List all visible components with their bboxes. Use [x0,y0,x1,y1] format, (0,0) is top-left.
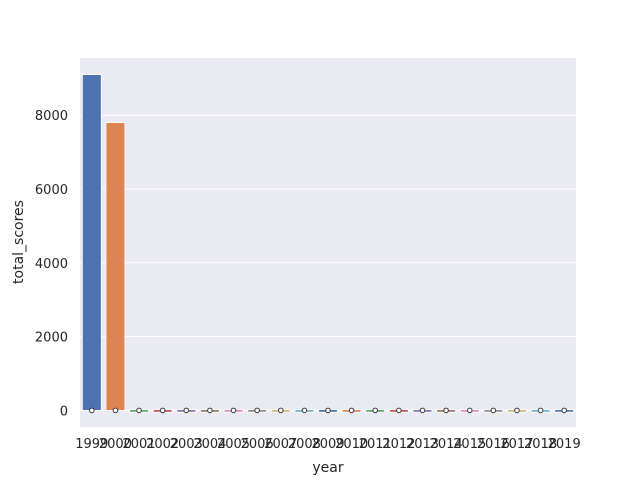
x-tick-label-1999: 1999 [75,437,108,452]
bar-marker-2013 [419,407,426,414]
x-tick-label-2009: 2009 [311,437,344,452]
bar-marker-2015 [466,407,473,414]
x-tick-label-2007: 2007 [264,437,297,452]
bar-marker-2017 [514,407,520,414]
y-axis-label: total_scores [11,200,27,284]
x-tick-label-2008: 2008 [288,437,321,452]
plot-background [80,58,576,427]
y-tick-labels: 0 2000 4000 6000 8000 [35,109,68,419]
bar-marker-2011 [372,407,379,414]
bar-marker-2005 [230,407,237,414]
x-tick-label-2017: 2017 [500,437,533,452]
x-tick-label-2010: 2010 [335,437,368,452]
y-tick-label: 8000 [35,109,68,124]
bar-marker-2007 [277,407,284,414]
x-tick-label-2012: 2012 [382,437,415,452]
x-tick-label-2001: 2001 [123,437,156,452]
bar-marker-2001 [136,407,142,414]
bar-marker-2012 [396,407,402,414]
x-axis-label: year [312,460,343,476]
x-tick-label-2003: 2003 [170,437,203,452]
bar-marker-2002 [159,407,166,414]
x-tick-label-2019: 2019 [548,437,581,452]
bar-marker-2004 [207,407,213,414]
bar-marker-2014 [443,407,449,414]
bar-marker-2006 [254,407,260,414]
x-tick-label-2013: 2013 [406,437,439,452]
x-tick-label-2014: 2014 [430,437,463,452]
x-tick-label-2015: 2015 [453,437,486,452]
x-tick-label-2004: 2004 [193,437,226,452]
bar-marker-2016 [490,407,497,414]
x-tick-label-2011: 2011 [359,437,392,452]
bar-marker-1999 [89,407,95,414]
y-tick-label: 4000 [35,257,68,272]
bar-marker-2010 [348,407,355,414]
y-tick-label: 6000 [35,183,68,198]
bar-marker-2009 [325,407,331,414]
y-tick-label: 0 [60,404,68,419]
bar-marker-2003 [183,407,190,414]
bar-marker-2008 [301,407,308,414]
bar-marker-2019 [561,407,567,414]
bar-marker-2018 [537,407,544,414]
x-tick-label-2002: 2002 [146,437,179,452]
x-tick-labels: 1999200020012002200320042005200620072008… [75,437,580,452]
x-tick-label-2018: 2018 [524,437,557,452]
x-tick-label-2006: 2006 [241,437,274,452]
bar-2000 [105,122,126,411]
x-tick-label-2000: 2000 [99,437,132,452]
y-tick-label: 2000 [35,331,68,346]
x-tick-label-2016: 2016 [477,437,510,452]
bars [81,74,575,414]
x-tick-label-2005: 2005 [217,437,250,452]
bar-marker-2000 [112,407,119,414]
bar-1999 [81,74,102,411]
